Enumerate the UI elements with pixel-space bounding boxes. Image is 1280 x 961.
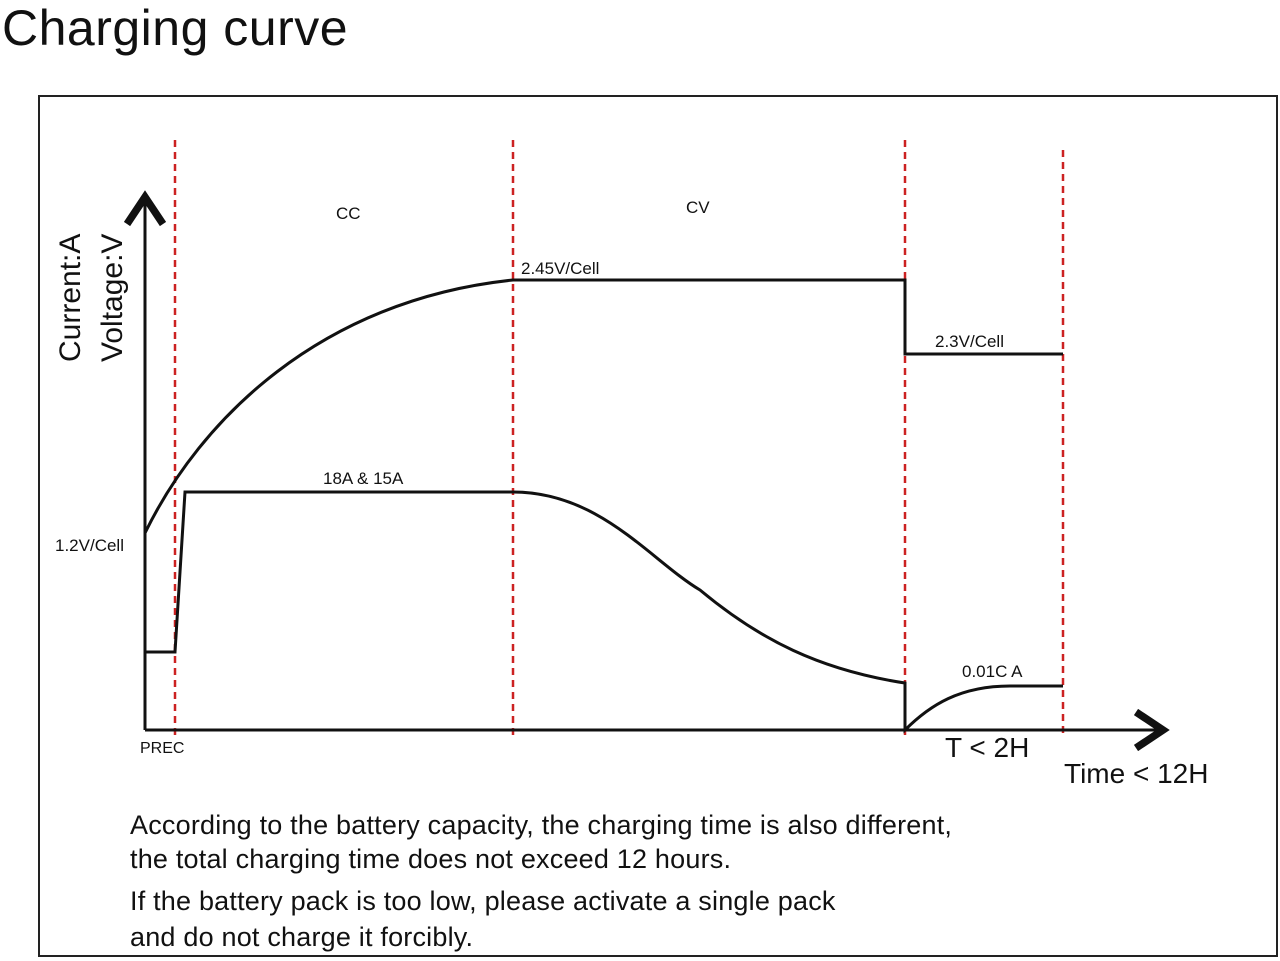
voltage-curve: [143, 278, 1063, 534]
phase-label-prec: PREC: [140, 740, 184, 757]
x-axis-label-total: Time < 12H: [1064, 758, 1208, 789]
diagram-frame: [38, 95, 1278, 957]
note-line-3: If the battery pack is too low, please a…: [130, 886, 836, 916]
y-axis-label-current: Current:A: [54, 234, 87, 362]
annotation-i-end: 0.01C A: [962, 662, 1023, 681]
x-axis-label-float: T < 2H: [945, 732, 1029, 763]
y-axis-label-voltage: Voltage:V: [96, 234, 129, 362]
axes: [145, 200, 1160, 730]
phase-label-cc: CC: [336, 204, 361, 223]
annotation-v-float: 2.3V/Cell: [935, 332, 1004, 351]
phase-label-cv: CV: [686, 198, 710, 217]
note-line-1: According to the battery capacity, the c…: [130, 810, 953, 840]
current-curve: [145, 490, 1063, 734]
note-line-4: and do not charge it forcibly.: [130, 922, 474, 952]
annotation-i-cc: 18A & 15A: [323, 469, 404, 488]
note-line-2: the total charging time does not exceed …: [130, 844, 732, 874]
page-title: Charging curve: [2, 0, 349, 56]
annotation-v-peak: 2.45V/Cell: [521, 259, 599, 278]
phase-dividers: [173, 140, 1065, 735]
annotation-v-start: 1.2V/Cell: [55, 536, 124, 555]
